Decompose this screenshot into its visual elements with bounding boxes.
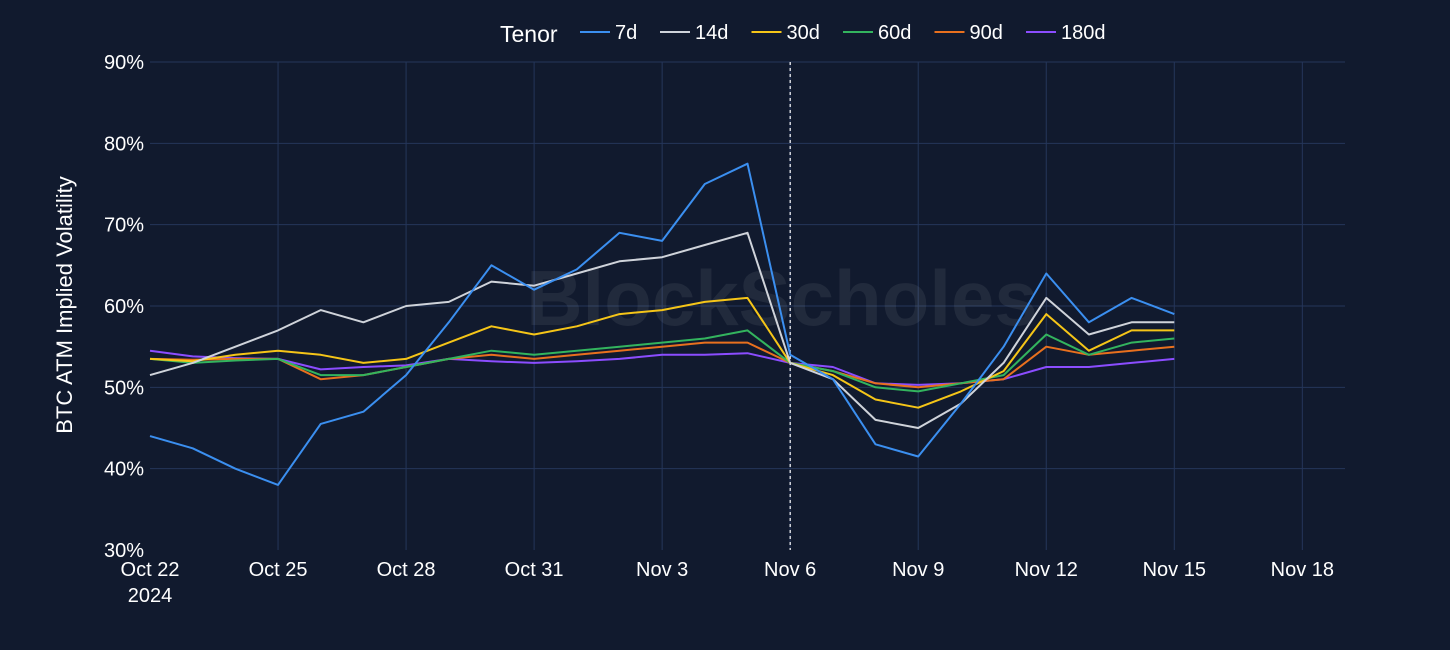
legend-label: 60d xyxy=(878,22,911,44)
y-tick-label: 80% xyxy=(104,133,144,155)
legend-item-14d[interactable]: 14d xyxy=(660,22,728,44)
legend[interactable]: 7d 14d 30d 60d 90d 180d xyxy=(580,22,1106,44)
legend-label: 14d xyxy=(695,22,728,44)
y-tick-label: 60% xyxy=(104,296,144,318)
x-tick-label: Nov 12 xyxy=(1015,559,1078,581)
legend-item-180d[interactable]: 180d xyxy=(1026,22,1106,44)
legend-label: 180d xyxy=(1061,22,1106,44)
x-tick-label: Nov 18 xyxy=(1271,559,1334,581)
watermark: BlockScholes xyxy=(526,254,1038,342)
series-line-90d xyxy=(149,341,1175,389)
x-tick-year-label: 2024 xyxy=(128,585,173,607)
series-layer xyxy=(149,162,1175,486)
x-tick-label: Oct 25 xyxy=(249,559,308,581)
grid xyxy=(150,61,1345,550)
x-tick-label: Oct 28 xyxy=(377,559,436,581)
series-line-7d xyxy=(149,162,1175,486)
y-axis-title: BTC ATM Implied Volatility xyxy=(52,176,77,434)
y-tick-label: 40% xyxy=(104,459,144,481)
y-tick-label: 30% xyxy=(104,540,144,562)
x-tick-label: Oct 31 xyxy=(505,559,564,581)
y-tick-label: 70% xyxy=(104,215,144,237)
series-line-30d xyxy=(149,296,1175,409)
x-tick-label: Nov 15 xyxy=(1143,559,1206,581)
legend-item-7d[interactable]: 7d xyxy=(580,22,637,44)
series-line-14d xyxy=(149,231,1175,429)
x-axis-ticks: Oct 22 2024 Oct 25 Oct 28 Oct 31 Nov 3 Nov 6 No… xyxy=(121,559,1334,607)
x-tick-label: Nov 3 xyxy=(636,559,688,581)
legend-item-60d[interactable]: 60d xyxy=(843,22,911,44)
x-tick-label: Nov 9 xyxy=(892,559,944,581)
legend-label: 90d xyxy=(970,22,1003,44)
y-axis-ticks: 30% 40% 50% 60% 70% 80% 90% xyxy=(104,52,144,562)
legend-label: 7d xyxy=(615,22,637,44)
x-tick-label: Oct 22 xyxy=(121,559,180,581)
legend-label: 30d xyxy=(787,22,820,44)
y-tick-label: 50% xyxy=(104,377,144,399)
legend-item-30d[interactable]: 30d xyxy=(751,22,820,44)
legend-title: Tenor xyxy=(500,21,558,47)
series-line-60d xyxy=(149,329,1175,393)
x-tick-label: Nov 6 xyxy=(764,559,816,581)
y-tick-label: 90% xyxy=(104,52,144,74)
legend-item-90d[interactable]: 90d xyxy=(934,22,1003,44)
